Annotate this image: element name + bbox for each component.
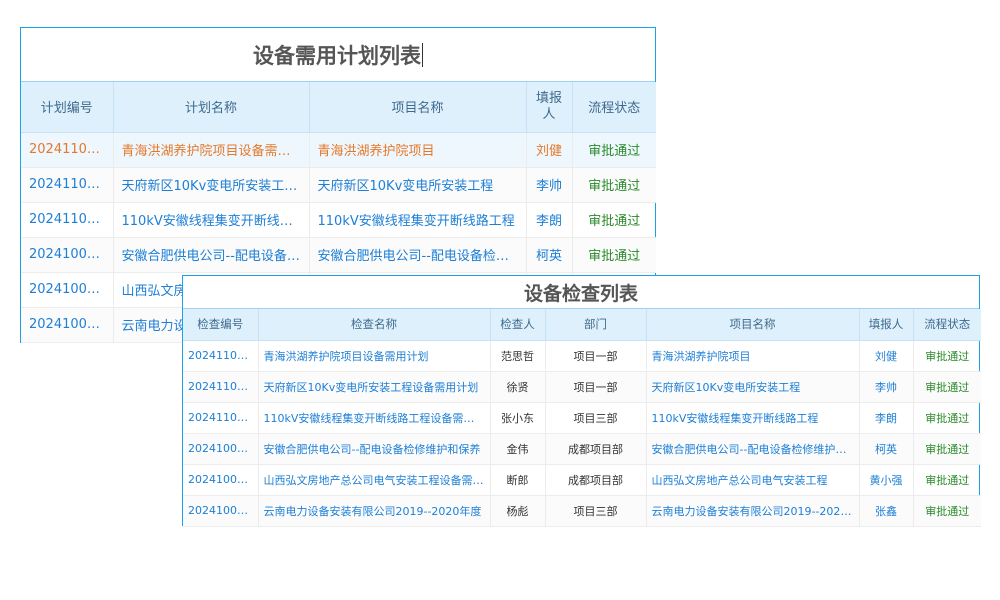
table-row[interactable]: 2024110002 天府新区10Kv变电所安装工程设备需用计划 徐贤 项目一部 天府新… [183, 371, 981, 403]
inspection-list-panel: 设备检查列表 检查编号 检查名称 检查人 部门 项目名称 填报人 流程状态 20… [182, 275, 981, 527]
cell-inspector[interactable]: 徐贤 [490, 371, 546, 403]
cell-department[interactable]: 项目三部 [545, 402, 647, 434]
cell-plan-id[interactable]: 2024110002 [21, 167, 114, 203]
text-cursor [422, 42, 423, 67]
table-row[interactable]: 2024110001110kV安徽线程集变开断线路工程设备需用计划110kV安徽… [21, 202, 656, 238]
cell-status[interactable]: 审批通过 [913, 495, 981, 527]
cell-plan-id[interactable]: 2024100004 [21, 307, 114, 343]
cell-project-name[interactable]: 110kV安徽线程集变开断线路工程 [309, 202, 527, 238]
cell-reporter[interactable]: 李帅 [859, 371, 914, 403]
cell-project-name[interactable]: 山西弘文房地产总公司电气安装工程 [646, 464, 860, 496]
cell-plan-id[interactable]: 2024110001 [21, 202, 114, 238]
cell-reporter[interactable]: 柯英 [859, 433, 914, 465]
cell-department[interactable]: 项目三部 [545, 495, 647, 527]
cell-project-name[interactable]: 云南电力设备安装有限公司2019--2020年度 [646, 495, 860, 527]
col-reporter[interactable]: 填报人 [859, 309, 914, 341]
cell-department[interactable]: 成都项目部 [545, 464, 647, 496]
inspection-table: 检查编号 检查名称 检查人 部门 项目名称 填报人 流程状态 202411000… [183, 309, 981, 527]
cell-department[interactable]: 项目一部 [545, 340, 647, 372]
cell-plan-id[interactable]: 2024100005 [21, 272, 114, 308]
col-plan-name[interactable]: 计划名称 [113, 82, 310, 133]
table-row[interactable]: 2024100005 山西弘文房地产总公司电气安装工程设备需用计划 断郎 成都项目部山… [183, 464, 981, 496]
cell-status[interactable]: 审批通过 [572, 237, 656, 273]
cell-reporter[interactable]: 刘健 [526, 132, 573, 168]
cell-inspection-id[interactable]: 2024100006 [183, 433, 259, 465]
cell-project-name[interactable]: 青海洪湖养护院项目 [646, 340, 860, 372]
cell-inspection-id[interactable]: 2024110002 [183, 371, 259, 403]
cell-status[interactable]: 审批通过 [913, 371, 981, 403]
cell-inspector[interactable]: 范思哲 [490, 340, 546, 372]
cell-inspection-id[interactable]: 2024100005 [183, 464, 259, 496]
cell-project-name[interactable]: 110kV安徽线程集变开断线路工程 [646, 402, 860, 434]
table-row[interactable]: 2024110003 青海洪湖养护院项目设备需用计划 青海洪湖养护院项目 刘健 审批通过 [21, 132, 656, 168]
col-project-name[interactable]: 项目名称 [646, 309, 860, 341]
cell-plan-name[interactable]: 110kV安徽线程集变开断线路工程设备需用计划 [113, 202, 310, 238]
cell-department[interactable]: 项目一部 [545, 371, 647, 403]
col-inspector[interactable]: 检查人 [490, 309, 546, 341]
inspection-list-title: 设备检查列表 [183, 276, 979, 309]
cell-inspector[interactable]: 金伟 [490, 433, 546, 465]
col-status[interactable]: 流程状态 [572, 82, 656, 133]
cell-reporter[interactable]: 张鑫 [859, 495, 914, 527]
table-row[interactable]: 2024110001 110kV安徽线程集变开断线路工程设备需用计划 张小东 项目三部… [183, 402, 981, 434]
cell-reporter[interactable]: 李朗 [859, 402, 914, 434]
cell-status[interactable]: 审批通过 [913, 464, 981, 496]
cell-reporter[interactable]: 刘健 [859, 340, 914, 372]
cell-reporter[interactable]: 黄小强 [859, 464, 914, 496]
table-row[interactable]: 2024100004 云南电力设备安装有限公司2019--2020年度 杨彪 项目三部… [183, 495, 981, 527]
cell-status[interactable]: 审批通过 [913, 340, 981, 372]
cell-inspection-id[interactable]: 2024110001 [183, 402, 259, 434]
cell-department[interactable]: 成都项目部 [545, 433, 647, 465]
cell-project-name[interactable]: 天府新区10Kv变电所安装工程 [646, 371, 860, 403]
cell-inspector[interactable]: 杨彪 [490, 495, 546, 527]
plan-list-title: 设备需用计划列表 [21, 28, 655, 82]
cell-project-name[interactable]: 天府新区10Kv变电所安装工程 [309, 167, 527, 203]
col-plan-id[interactable]: 计划编号 [21, 82, 114, 133]
cell-status[interactable]: 审批通过 [913, 402, 981, 434]
cell-status[interactable]: 审批通过 [572, 202, 656, 238]
cell-reporter[interactable]: 李帅 [526, 167, 573, 203]
col-inspection-id[interactable]: 检查编号 [183, 309, 259, 341]
cell-project-name[interactable]: 安徽合肥供电公司--配电设备检修维护 [309, 237, 527, 273]
cell-plan-id[interactable]: 2024110003 [21, 132, 114, 168]
cell-inspection-name[interactable]: 天府新区10Kv变电所安装工程设备需用计划 [258, 371, 491, 403]
cell-plan-name[interactable]: 青海洪湖养护院项目设备需用计划 [113, 132, 310, 168]
cell-inspection-name[interactable]: 山西弘文房地产总公司电气安装工程设备需用计划 [258, 464, 491, 496]
cell-status[interactable]: 审批通过 [572, 132, 656, 168]
cell-inspection-name[interactable]: 云南电力设备安装有限公司2019--2020年度 [258, 495, 491, 527]
cell-inspection-id[interactable]: 2024100004 [183, 495, 259, 527]
cell-plan-name[interactable]: 安徽合肥供电公司--配电设备检修维护 [113, 237, 310, 273]
cell-inspector[interactable]: 张小东 [490, 402, 546, 434]
cell-status[interactable]: 审批通过 [913, 433, 981, 465]
cell-project-name[interactable]: 青海洪湖养护院项目 [309, 132, 527, 168]
cell-status[interactable]: 审批通过 [572, 167, 656, 203]
cell-plan-name[interactable]: 天府新区10Kv变电所安装工程设备需用计划 [113, 167, 310, 203]
cell-project-name[interactable]: 安徽合肥供电公司--配电设备检修维护和保养 [646, 433, 860, 465]
col-status[interactable]: 流程状态 [913, 309, 981, 341]
cell-plan-id[interactable]: 2024100006 [21, 237, 114, 273]
table-row[interactable]: 2024110002天府新区10Kv变电所安装工程设备需用计划天府新区10Kv变… [21, 167, 656, 203]
table-row[interactable]: 2024100006安徽合肥供电公司--配电设备检修维护安徽合肥供电公司--配电… [21, 237, 656, 273]
cell-inspector[interactable]: 断郎 [490, 464, 546, 496]
cell-inspection-name[interactable]: 110kV安徽线程集变开断线路工程设备需用计划 [258, 402, 491, 434]
cell-inspection-name[interactable]: 安徽合肥供电公司--配电设备检修维护和保养 [258, 433, 491, 465]
col-project-name[interactable]: 项目名称 [309, 82, 527, 133]
col-department[interactable]: 部门 [545, 309, 647, 341]
cell-reporter[interactable]: 李朗 [526, 202, 573, 238]
col-inspection-name[interactable]: 检查名称 [258, 309, 491, 341]
table-row[interactable]: 2024110003 青海洪湖养护院项目设备需用计划 范思哲 项目一部 青海洪湖养护院项… [183, 340, 981, 372]
cell-inspection-id[interactable]: 2024110003 [183, 340, 259, 372]
table-row[interactable]: 2024100006 安徽合肥供电公司--配电设备检修维护和保养 金伟 成都项目部 安徽… [183, 433, 981, 465]
cell-reporter[interactable]: 柯英 [526, 237, 573, 273]
col-reporter[interactable]: 填报人 [526, 82, 573, 133]
cell-inspection-name[interactable]: 青海洪湖养护院项目设备需用计划 [258, 340, 491, 372]
